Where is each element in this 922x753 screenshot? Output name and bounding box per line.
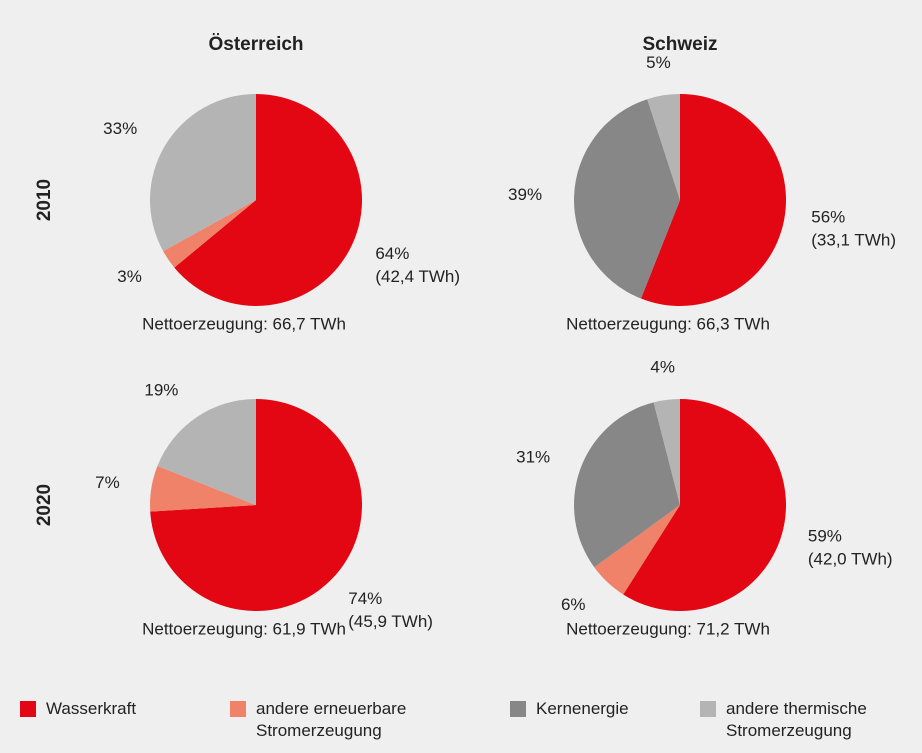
pie-slice: [647, 94, 680, 200]
legend: Wasserkraft andere erneuerbare Stromerzeu…: [0, 698, 922, 748]
column-title: Schweiz: [643, 34, 718, 55]
row-title: 2010: [34, 179, 55, 221]
pie-slice: [157, 399, 256, 505]
data-label: 3%: [117, 267, 142, 286]
data-label: 7%: [95, 473, 120, 492]
legend-item: andere erneuerbare Stromerzeugung: [230, 698, 426, 742]
row-title: 2020: [34, 484, 55, 526]
legend-label: Kernenergie: [536, 699, 629, 718]
pie-slice: [150, 465, 256, 512]
data-label: 64%: [375, 244, 409, 263]
pie-slice: [594, 505, 680, 595]
legend-item: andere thermische Stromerzeugung: [700, 698, 896, 742]
pie-subtitle: Nettoerzeugung: 66,3 TWh: [566, 314, 770, 333]
pie-slice: [174, 94, 362, 306]
data-label: 19%: [144, 380, 178, 399]
pie-slice: [150, 399, 362, 612]
data-label: 6%: [561, 595, 586, 614]
pie-subtitle: Nettoerzeugung: 66,7 TWh: [142, 314, 346, 333]
legend-item: Wasserkraft: [20, 698, 216, 720]
annotation: (42,4 TWh): [375, 267, 460, 286]
legend-label: andere erneuerbare Stromerzeugung: [256, 699, 407, 740]
pie-subtitle: Nettoerzeugung: 61,9 TWh: [142, 619, 346, 638]
legend-swatch: [20, 701, 36, 717]
data-label: 56%: [811, 207, 845, 226]
data-label: 4%: [650, 358, 675, 377]
data-label: 33%: [103, 119, 137, 138]
annotation: (45,9 TWh): [348, 612, 433, 631]
data-label: 74%: [348, 589, 382, 608]
legend-item: Kernenergie: [510, 698, 706, 720]
legend-swatch: [230, 701, 246, 717]
pie-slice: [163, 200, 256, 268]
chart: Österreich Schweiz 2010 2020 64% (42,4 TW…: [34, 34, 896, 638]
data-label: 39%: [508, 185, 542, 204]
pie-slice: [150, 94, 256, 252]
data-label: 5%: [646, 53, 671, 72]
pie-subtitle: Nettoerzeugung: 71,2 TWh: [566, 619, 770, 638]
legend-swatch: [700, 701, 716, 717]
pie-slice: [653, 399, 680, 505]
pie-slice: [574, 99, 680, 299]
legend-label: andere thermische Stromerzeugung: [726, 699, 867, 740]
annotation: (42,0 TWh): [808, 549, 893, 568]
column-title: Österreich: [208, 34, 303, 55]
legend-swatch: [510, 701, 526, 717]
pie-slice: [574, 402, 680, 568]
annotation: (33,1 TWh): [811, 230, 896, 249]
data-label: 31%: [516, 448, 550, 467]
pie-slice: [640, 93, 787, 306]
legend-label: Wasserkraft: [46, 699, 137, 718]
data-label: 59%: [808, 526, 842, 545]
pie-slice: [623, 399, 786, 611]
